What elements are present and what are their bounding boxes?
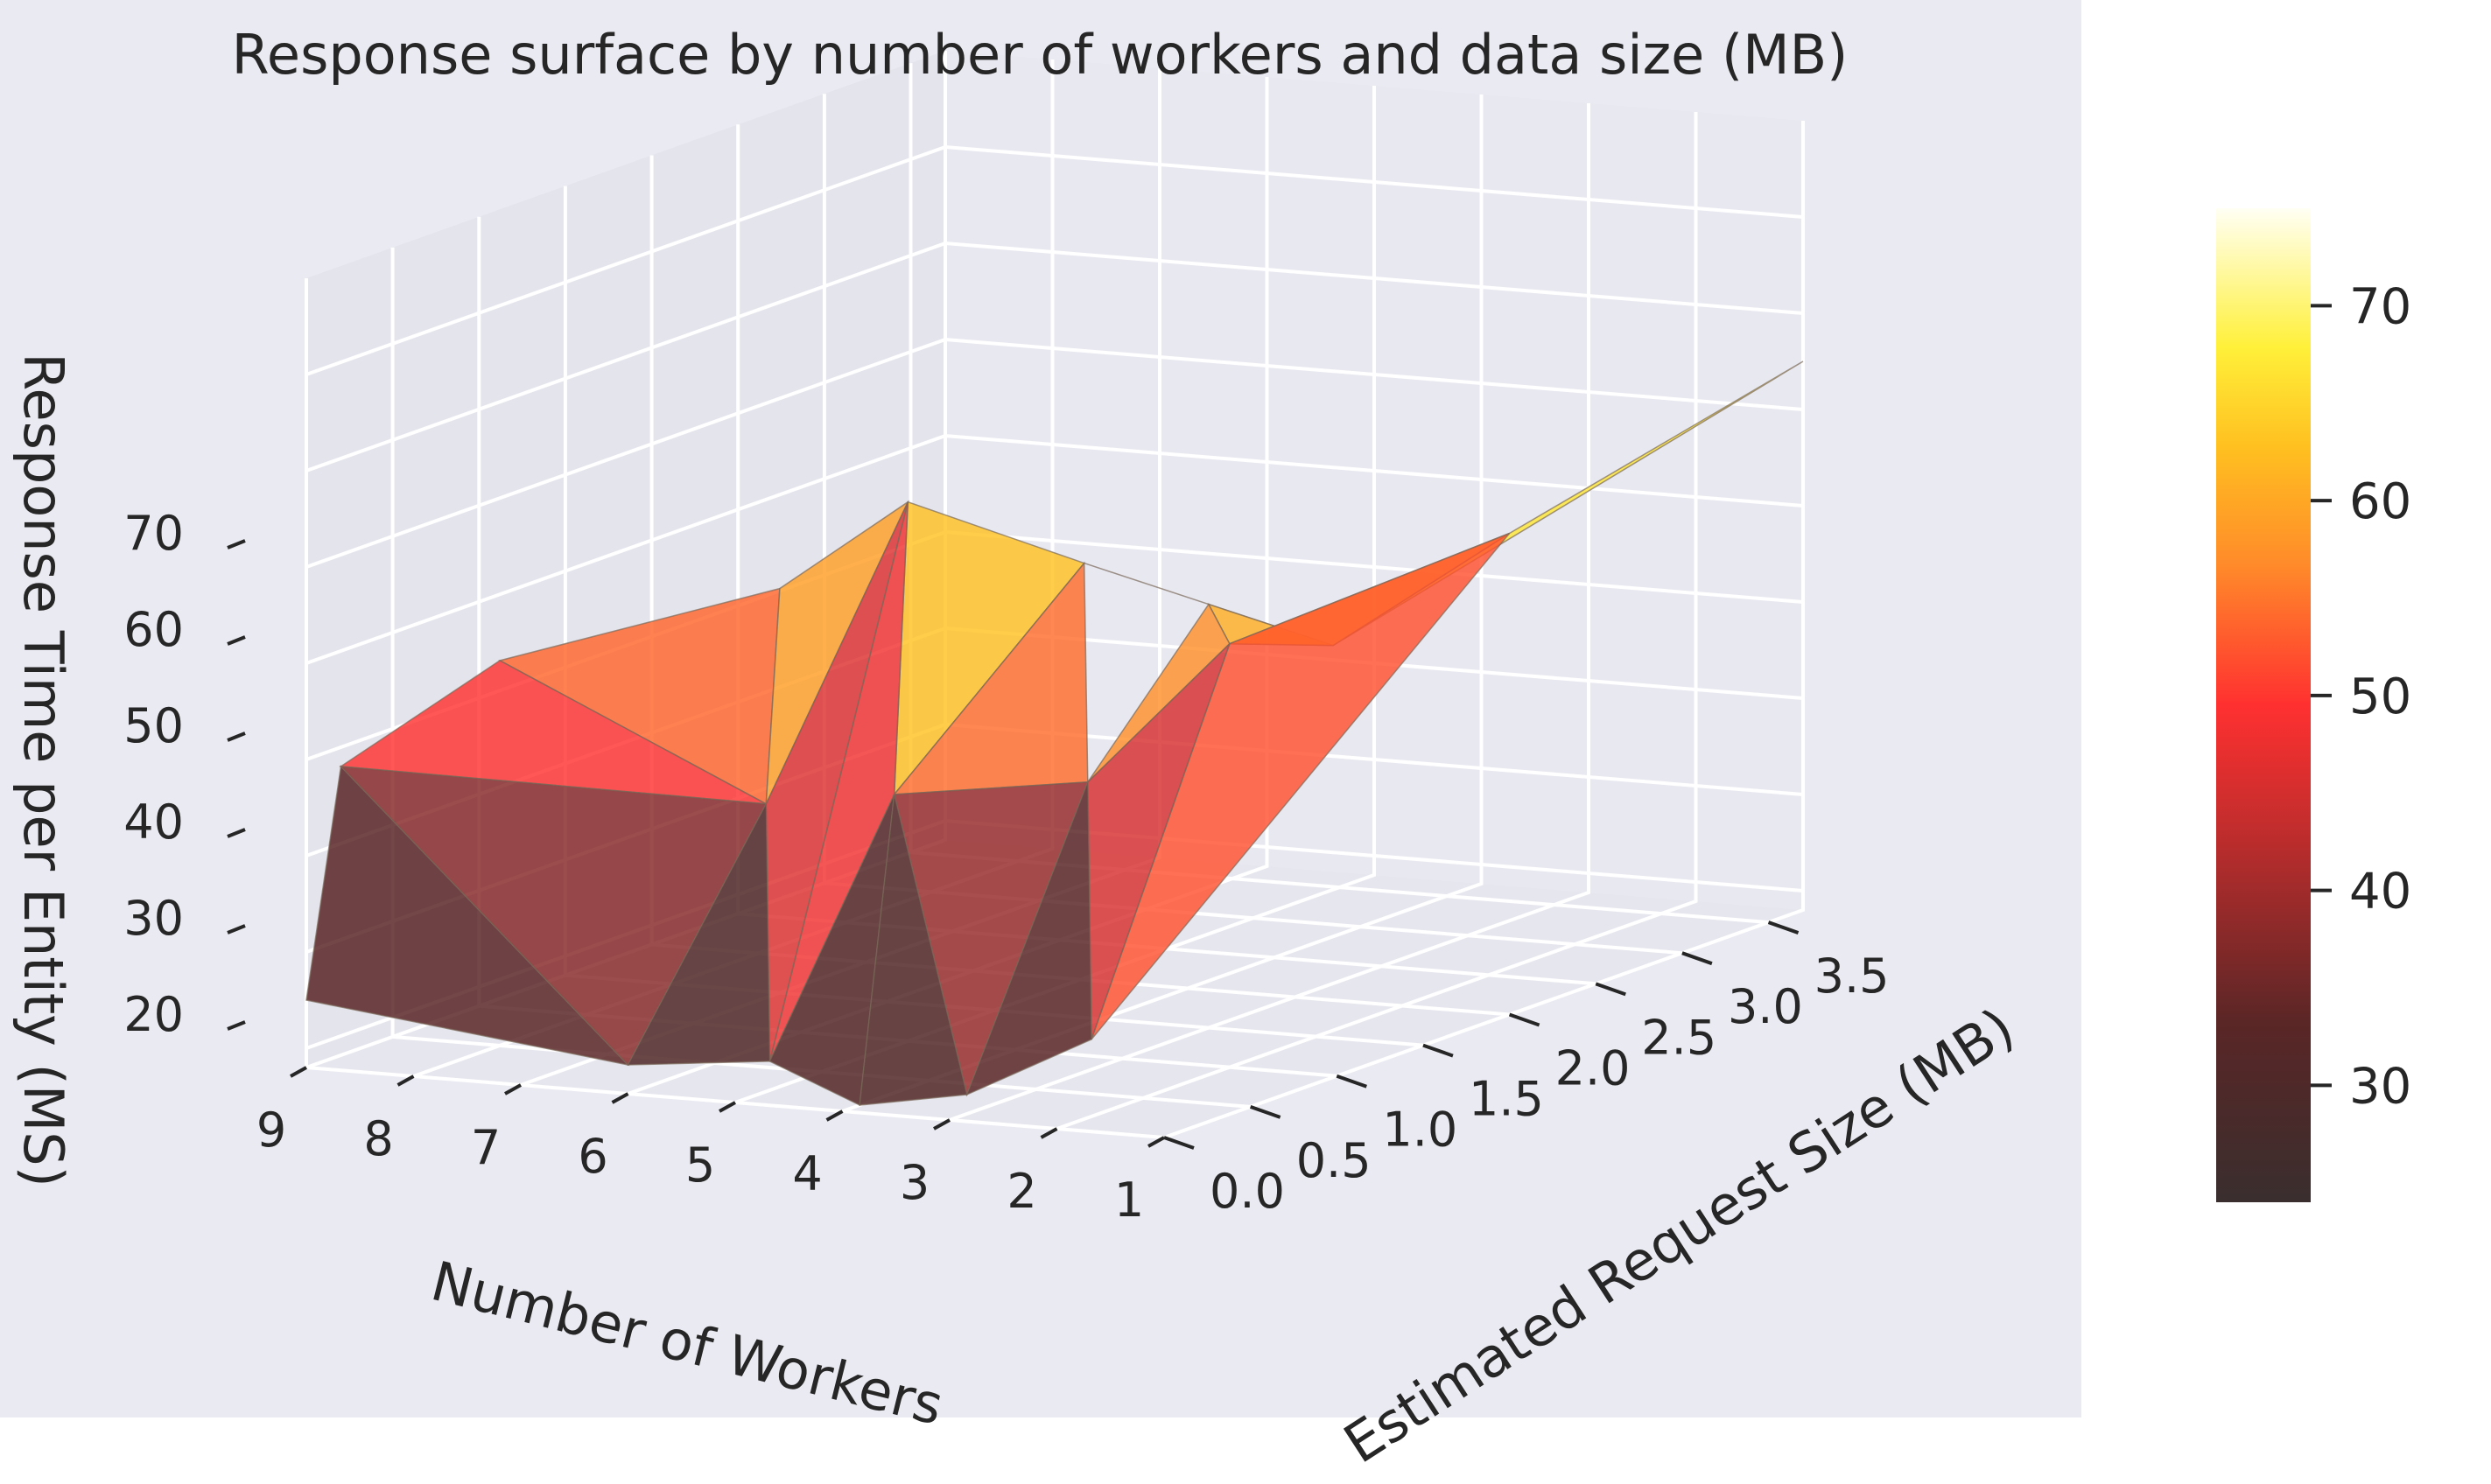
z-tick bbox=[227, 828, 246, 838]
colorbar-tick-label: 50 bbox=[2349, 668, 2411, 725]
colorbar-tick-label: 70 bbox=[2349, 278, 2411, 335]
y-tick-label: 3.5 bbox=[1814, 948, 1890, 1004]
x-tick-label: 2 bbox=[1007, 1164, 1036, 1219]
z-tick-label: 30 bbox=[123, 891, 184, 946]
x-tick-label: 5 bbox=[685, 1138, 715, 1193]
colorbar-ticks: 30 40 50 60 70 bbox=[2311, 278, 2411, 1115]
grid-line-x bbox=[1163, 121, 1805, 1139]
y-tick-label: 0.0 bbox=[1210, 1164, 1285, 1219]
z-tick-label: 50 bbox=[123, 698, 184, 753]
y-tick bbox=[1508, 1012, 1540, 1027]
surface-triangle bbox=[965, 781, 1092, 1096]
y-tick-label: 2.0 bbox=[1555, 1040, 1631, 1096]
colorbar-tick-label: 60 bbox=[2349, 473, 2411, 530]
y-tick bbox=[1249, 1104, 1281, 1119]
z-tick bbox=[227, 924, 246, 934]
y-tick-label: 3.0 bbox=[1728, 979, 1803, 1034]
x-tick-label: 8 bbox=[363, 1111, 393, 1166]
surface-triangle bbox=[859, 794, 968, 1106]
y-tick bbox=[1163, 1136, 1195, 1150]
colorbar bbox=[2216, 208, 2311, 1202]
x-tick bbox=[1147, 1136, 1165, 1148]
x-tick bbox=[719, 1101, 736, 1113]
z-tick bbox=[227, 539, 246, 550]
grid-line-z bbox=[305, 144, 1804, 376]
y-tick-label: 1.0 bbox=[1382, 1102, 1457, 1158]
y-tick-label: 2.5 bbox=[1641, 1010, 1716, 1065]
x-tick bbox=[933, 1118, 951, 1130]
grid-line-x bbox=[949, 103, 1590, 1122]
grid-line-z bbox=[305, 337, 1804, 569]
x-tick-label: 3 bbox=[900, 1155, 930, 1210]
z-tick bbox=[227, 1020, 246, 1031]
axis-ticks: 1 2 3 4 5 6 7 8 9 0.00.51.01.52.02.53.03.5 20 30 40 5… bbox=[123, 506, 1889, 1228]
z-axis-label: Response Time per Entity (MS) bbox=[11, 353, 75, 1187]
z-tick bbox=[227, 635, 246, 646]
x-tick bbox=[396, 1074, 415, 1087]
x-tick bbox=[825, 1110, 844, 1122]
x-tick bbox=[1040, 1127, 1058, 1139]
y-tick-label: 1.5 bbox=[1469, 1072, 1544, 1127]
surface bbox=[305, 360, 1804, 1107]
x-tick bbox=[290, 1066, 307, 1078]
y-tick bbox=[1595, 982, 1626, 997]
grid-line-z bbox=[305, 241, 1804, 472]
z-tick-label: 20 bbox=[123, 987, 184, 1042]
y-tick bbox=[1336, 1074, 1367, 1088]
z-tick-label: 40 bbox=[123, 794, 184, 850]
y-tick bbox=[1681, 951, 1713, 966]
z-tick bbox=[227, 732, 246, 742]
z-tick-label: 70 bbox=[123, 506, 184, 561]
x-tick-label: 7 bbox=[471, 1120, 501, 1175]
grid-line-z bbox=[305, 433, 1804, 665]
grid-line-x bbox=[1056, 112, 1698, 1130]
y-tick bbox=[1422, 1043, 1454, 1058]
x-tick-label: 9 bbox=[256, 1102, 286, 1158]
y-tick-label: 0.5 bbox=[1296, 1133, 1372, 1188]
colorbar-tick-label: 30 bbox=[2349, 1058, 2411, 1115]
y-tick bbox=[1767, 920, 1800, 934]
x-tick bbox=[504, 1083, 522, 1096]
x-tick-label: 1 bbox=[1114, 1172, 1144, 1228]
surface-triangle bbox=[627, 803, 771, 1066]
x-tick bbox=[611, 1092, 629, 1104]
chart-title: Response surface by number of workers an… bbox=[232, 23, 1849, 87]
z-tick-label: 60 bbox=[123, 602, 184, 657]
x-tick-label: 6 bbox=[578, 1129, 607, 1184]
x-tick-label: 4 bbox=[792, 1146, 822, 1201]
colorbar-tick-label: 40 bbox=[2349, 864, 2411, 920]
